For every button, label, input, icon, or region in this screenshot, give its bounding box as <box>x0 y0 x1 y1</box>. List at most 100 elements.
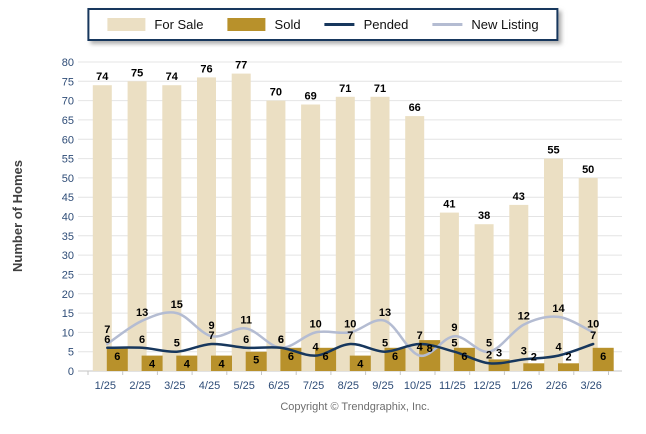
sold-swatch <box>227 18 266 31</box>
for-sale-value-label: 71 <box>339 83 351 95</box>
pended-value-label: 2 <box>486 349 492 361</box>
sold-value-label: 8 <box>427 343 433 355</box>
for-sale-value-label: 71 <box>374 83 386 95</box>
sold-value-label: 6 <box>600 351 606 363</box>
x-tick-label: 4/25 <box>199 380 220 392</box>
pended-value-label: 7 <box>417 330 423 342</box>
for-sale-value-label: 74 <box>166 71 179 83</box>
for-sale-value-label: 75 <box>131 67 143 79</box>
y-tick-label: 60 <box>62 134 74 146</box>
for-sale-value-label: 55 <box>547 145 559 157</box>
pended-value-label: 6 <box>243 334 249 346</box>
x-tick-label: 3/26 <box>580 380 601 392</box>
for-sale-bar <box>474 224 494 371</box>
y-tick-label: 75 <box>62 76 74 88</box>
x-tick-label: 2/25 <box>129 380 150 392</box>
for-sale-bar <box>578 177 598 371</box>
new-listing-value-label: 13 <box>136 307 148 319</box>
for-sale-value-label: 66 <box>409 102 421 114</box>
for-sale-bar <box>197 77 216 372</box>
legend-item-new-listing: New Listing <box>432 17 539 32</box>
for-sale-value-label: 43 <box>513 191 525 203</box>
for-sale-value-label: 74 <box>96 71 109 83</box>
new-listing-value-label: 9 <box>208 320 214 332</box>
pended-value-label: 6 <box>139 334 145 346</box>
legend-label: Pended <box>363 17 409 32</box>
legend-item-pended: Pended <box>324 17 409 32</box>
new-listing-value-label: 5 <box>486 338 492 350</box>
y-tick-label: 55 <box>62 154 74 166</box>
sold-bar <box>523 363 545 371</box>
new-listing-value-label: 4 <box>417 342 424 354</box>
sold-value-label: 6 <box>114 351 120 363</box>
y-tick-label: 65 <box>62 115 74 127</box>
sold-bar <box>349 355 371 371</box>
sold-value-label: 4 <box>184 359 191 371</box>
sold-value-label: 3 <box>496 347 502 359</box>
new-listing-line-swatch <box>432 23 463 26</box>
for-sale-bar <box>127 81 147 372</box>
for-sale-bar <box>544 158 563 371</box>
pended-value-label: 3 <box>521 345 527 357</box>
sold-bar <box>211 355 232 371</box>
x-tick-label: 11/25 <box>439 380 466 392</box>
for-sale-value-label: 70 <box>270 87 282 99</box>
sold-value-label: 4 <box>149 359 156 371</box>
sold-value-label: 6 <box>392 351 398 363</box>
sold-bar <box>558 363 579 371</box>
new-listing-value-label: 10 <box>587 318 599 330</box>
new-listing-value-label: 6 <box>278 334 284 346</box>
sold-value-label: 4 <box>357 359 364 371</box>
for-sale-bar <box>301 104 321 371</box>
pended-line-swatch <box>324 23 355 26</box>
x-tick-label: 10/25 <box>404 380 432 392</box>
x-tick-label: 8/25 <box>338 380 359 392</box>
for-sale-bar <box>92 85 112 371</box>
legend-item-sold: Sold <box>227 17 301 32</box>
for-sale-bar <box>509 204 529 371</box>
for-sale-value-label: 38 <box>478 210 490 222</box>
x-tick-label: 1/26 <box>511 380 532 392</box>
sold-value-label: 6 <box>461 351 467 363</box>
pended-value-label: 6 <box>278 334 284 346</box>
sold-value-label: 4 <box>218 359 225 371</box>
y-tick-label: 50 <box>62 173 74 185</box>
for-sale-bar <box>370 96 390 372</box>
sold-bar <box>176 355 198 371</box>
for-sale-bar <box>231 73 251 371</box>
pended-value-label: 4 <box>313 342 320 354</box>
new-listing-value-label: 11 <box>240 315 252 327</box>
pended-value-label: 7 <box>347 330 353 342</box>
x-tick-label: 1/25 <box>95 380 116 392</box>
sold-bar <box>106 347 128 371</box>
sold-bar <box>488 359 510 371</box>
pended-value-label: 5 <box>382 338 388 350</box>
sold-value-label: 5 <box>253 355 259 367</box>
new-listing-value-label: 10 <box>309 318 321 330</box>
new-listing-line <box>106 311 595 357</box>
for-sale-bar <box>162 85 182 371</box>
legend-label: For Sale <box>154 17 204 32</box>
new-listing-value-label: 10 <box>344 318 356 330</box>
legend-item-for-sale: For Sale <box>107 17 204 32</box>
y-tick-label: 15 <box>62 308 74 320</box>
chart-legend: For Sale Sold Pended New Listing <box>87 8 559 41</box>
x-tick-label: 5/25 <box>233 380 254 392</box>
x-tick-label: 3/25 <box>164 380 185 392</box>
for-sale-bar <box>439 212 459 371</box>
pended-value-label: 4 <box>555 342 562 354</box>
x-tick-label: 9/25 <box>372 380 393 392</box>
for-sale-value-label: 50 <box>582 164 594 176</box>
y-tick-label: 40 <box>62 212 74 224</box>
sold-bar <box>280 347 302 371</box>
y-tick-label: 70 <box>62 96 74 108</box>
y-tick-label: 10 <box>62 327 74 339</box>
x-tick-label: 12/25 <box>473 380 501 392</box>
pended-value-label: 5 <box>451 338 457 350</box>
for-sale-value-label: 76 <box>200 63 212 75</box>
legend-label: New Listing <box>471 17 539 32</box>
new-listing-value-label: 15 <box>171 299 183 311</box>
sold-value-label: 6 <box>323 351 329 363</box>
pended-value-label: 6 <box>104 334 110 346</box>
